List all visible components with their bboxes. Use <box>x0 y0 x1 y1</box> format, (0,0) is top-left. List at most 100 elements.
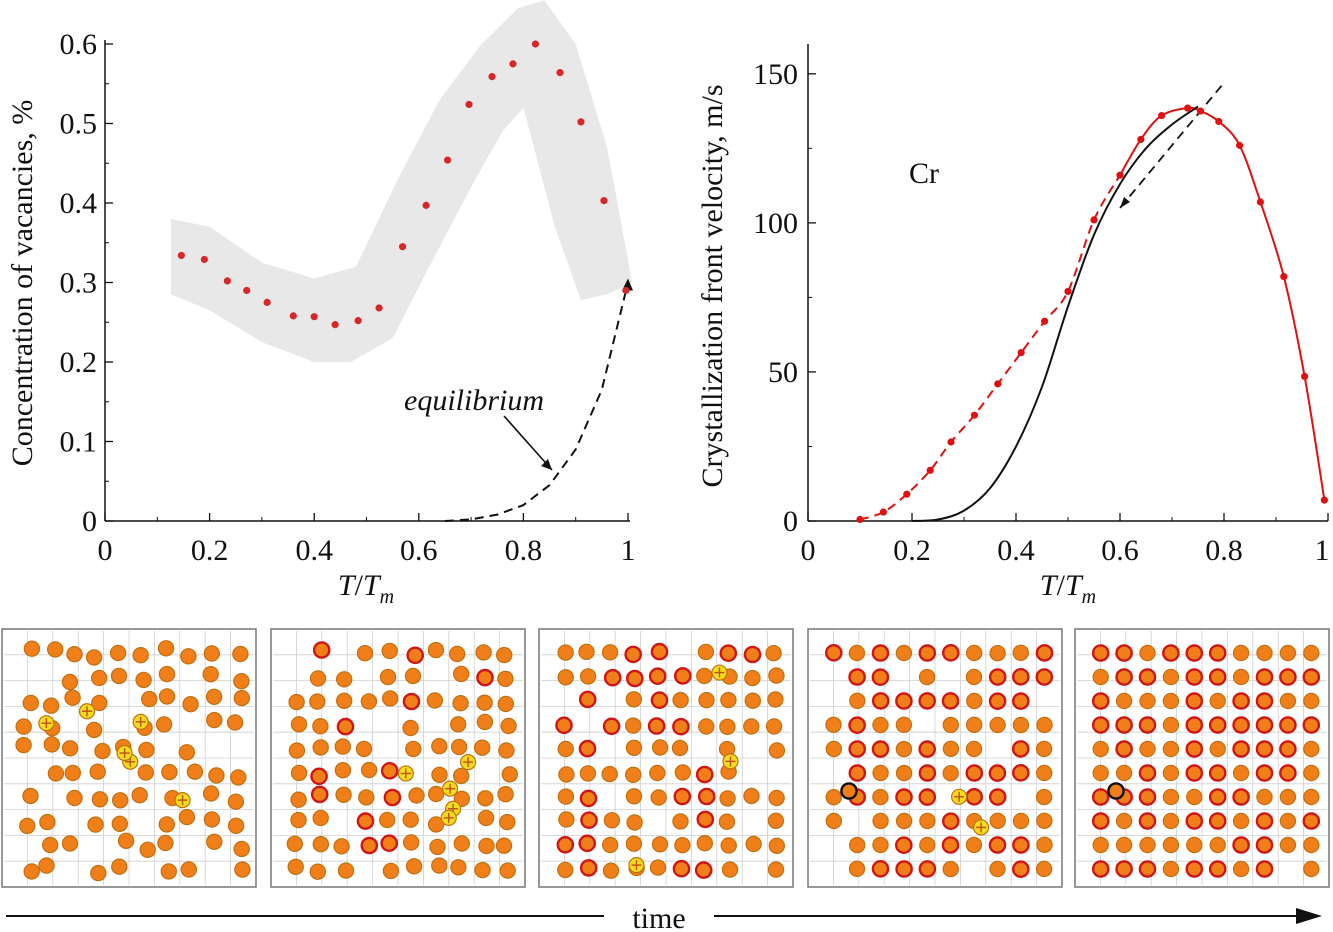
chart2-x-axis-label: T/Tm <box>1040 569 1096 608</box>
atom <box>495 837 513 854</box>
atom <box>1115 692 1133 710</box>
velocity-data-point <box>1017 348 1025 357</box>
marked-atom <box>840 782 858 800</box>
velocity-data-point <box>926 466 934 474</box>
atom <box>1255 692 1274 710</box>
chart1-y-axis-label: Concentration of vacancies, % <box>6 100 39 467</box>
atom <box>312 641 331 659</box>
chart1-y-tick-label: 0.3 <box>60 267 98 300</box>
chart2-y-axis-label: Crystallization front velocity, m/s <box>696 85 729 488</box>
atom <box>208 767 225 784</box>
atom <box>1012 692 1030 710</box>
velocity-data-point <box>970 411 979 419</box>
atom <box>649 764 666 782</box>
atom <box>966 716 983 734</box>
atom <box>1302 812 1321 830</box>
atom <box>721 861 739 878</box>
atom <box>1232 836 1250 854</box>
atom <box>355 740 373 758</box>
atom <box>579 859 598 877</box>
atom <box>496 646 513 664</box>
interstitial-atom <box>628 857 645 874</box>
velocity-data-point <box>1116 171 1124 179</box>
atom <box>1091 716 1110 734</box>
atom <box>1186 836 1203 854</box>
atom <box>89 763 106 780</box>
tangent-arrowhead <box>1120 196 1130 208</box>
atom <box>358 789 375 806</box>
atom <box>625 717 642 734</box>
atom <box>42 836 59 854</box>
atom <box>138 741 155 759</box>
atom <box>1036 716 1053 734</box>
atom <box>848 764 867 782</box>
velocity-data-point <box>1301 372 1309 381</box>
atom <box>918 788 937 806</box>
atom <box>499 862 516 879</box>
interstitial-atom <box>397 765 414 782</box>
atom <box>825 789 842 806</box>
atom <box>988 668 1007 686</box>
atom <box>918 764 937 782</box>
atom <box>697 787 716 806</box>
atom <box>768 667 785 684</box>
atom <box>382 690 399 707</box>
atom <box>1185 644 1204 662</box>
atom <box>287 858 304 876</box>
atom <box>312 739 329 756</box>
vacancy-data-point <box>331 321 339 329</box>
atom <box>966 644 983 662</box>
atom <box>453 665 470 683</box>
chart2-x-tick-label: 0.4 <box>997 534 1035 567</box>
atom <box>1232 692 1250 710</box>
atom <box>1208 788 1227 806</box>
atom <box>1036 836 1053 854</box>
vacancy-data-point <box>531 40 540 48</box>
atom <box>453 767 470 785</box>
atom <box>132 647 149 664</box>
interstitial-atom <box>722 753 739 770</box>
atom <box>233 673 250 690</box>
atom <box>1115 644 1133 662</box>
atom <box>1012 812 1030 830</box>
atom <box>625 835 643 852</box>
interstitial-atom <box>440 809 457 826</box>
atom <box>1115 764 1133 782</box>
atom <box>402 719 419 737</box>
atom <box>360 693 378 710</box>
atom <box>1208 764 1227 782</box>
atom <box>1208 812 1227 830</box>
atom <box>90 669 108 687</box>
atom <box>501 766 518 783</box>
chart1-y-tick-label: 0.5 <box>60 108 98 141</box>
atom <box>402 811 419 828</box>
atom <box>1256 788 1273 806</box>
atom <box>743 787 760 805</box>
atom <box>1012 716 1030 734</box>
atom <box>989 716 1006 734</box>
atom <box>91 791 109 808</box>
atom <box>1091 812 1110 830</box>
chart1-y-tick-label: 0.1 <box>60 426 98 459</box>
atom <box>43 736 61 753</box>
vacancy-data-point <box>375 304 383 312</box>
atom <box>825 644 843 662</box>
atom <box>1012 764 1030 782</box>
atom <box>848 740 867 758</box>
atom <box>1138 860 1157 878</box>
atom <box>1162 644 1180 662</box>
tangent-dashed-line <box>1119 82 1225 209</box>
atom <box>161 763 178 781</box>
atom <box>309 670 327 687</box>
atom <box>602 862 620 879</box>
atom <box>1185 668 1204 686</box>
atom <box>744 692 762 709</box>
velocity-black-line <box>911 105 1199 522</box>
atom <box>226 714 244 731</box>
atom <box>1091 788 1110 806</box>
interstitial-atom <box>972 819 990 836</box>
chart1-x-axis-label: T/Tm <box>338 569 394 608</box>
atom <box>602 717 621 736</box>
atom <box>918 644 937 662</box>
